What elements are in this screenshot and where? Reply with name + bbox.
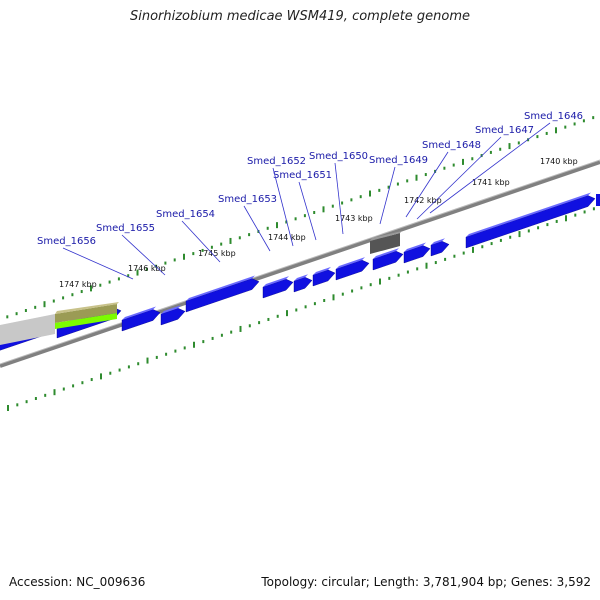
gene-arrow — [160, 308, 186, 326]
genome-title: Sinorhizobium medicae WSM419, complete g… — [129, 9, 471, 24]
gene-label: Smed_1649 — [369, 155, 428, 166]
gene-label: Smed_1655 — [96, 223, 155, 234]
gene-arrow — [262, 278, 294, 299]
gene-block-dark-top — [370, 231, 402, 241]
topology-text: Topology: circular; Length: 3,781,904 bp… — [261, 575, 591, 589]
kbp-label: 1741 kbp — [472, 178, 510, 187]
gene-arrow-top — [294, 274, 308, 281]
accession-text: Accession: NC_009636 — [9, 575, 146, 589]
gene-block-olive-top — [55, 302, 119, 314]
gene-arrow — [596, 194, 600, 206]
gene-arrow-top — [466, 192, 591, 237]
kbp-label: 1747 kbp — [59, 280, 97, 289]
gene-arrow-top — [186, 275, 255, 301]
gene-arrow-top — [404, 242, 426, 252]
kbp-label: 1743 kbp — [335, 214, 373, 223]
gene-leader-line — [416, 136, 502, 220]
gene-arrow — [465, 195, 596, 249]
gene-label: Smed_1651 — [273, 170, 332, 181]
gene-arrow — [312, 269, 336, 287]
gene-leader-line — [298, 181, 317, 241]
kbp-label: 1746 kbp — [128, 264, 166, 273]
gene-leader-line — [243, 205, 271, 252]
gene-leader-line — [334, 162, 344, 235]
kbp-label: 1745 kbp — [198, 249, 236, 258]
gene-arrow-top — [373, 248, 399, 259]
gene-arrow — [372, 250, 404, 271]
gene-leader-line — [429, 122, 551, 214]
gene-arrow-top — [161, 305, 181, 314]
gene-arrow-top — [431, 238, 445, 245]
gene-arrow — [185, 278, 260, 313]
gene-leader-line — [62, 247, 134, 280]
gene-block-olive — [55, 304, 117, 323]
gene-arrow — [403, 245, 431, 264]
gene-arrow-top — [313, 266, 331, 275]
gene-block-green — [55, 313, 117, 329]
gene-leader-line — [379, 166, 396, 225]
gene-label: Smed_1647 — [475, 125, 534, 136]
gene-block-grey — [0, 314, 55, 345]
gene-leader-line — [121, 234, 166, 276]
gene-label: Smed_1654 — [156, 209, 215, 220]
gene-label: Smed_1646 — [524, 111, 583, 122]
genome-backbone — [0, 160, 600, 368]
gene-arrow-top — [122, 306, 156, 320]
kbp-label: 1742 kbp — [404, 196, 442, 205]
gene-leader-line — [405, 151, 449, 218]
gene-arrow-top — [336, 257, 365, 269]
gene-leader-line — [272, 167, 294, 247]
genome-backbone-highlight — [0, 159, 600, 365]
kbp-label: 1740 kbp — [540, 157, 578, 166]
gene-label: Smed_1652 — [247, 156, 306, 167]
kbp-label: 1744 kbp — [268, 233, 306, 242]
gene-label: Smed_1653 — [218, 194, 277, 205]
gene-label: Smed_1648 — [422, 140, 481, 151]
gene-leader-line — [181, 220, 221, 263]
gene-label: Smed_1650 — [309, 151, 368, 162]
gene-arrow — [121, 309, 161, 332]
gene-label: Smed_1656 — [37, 236, 96, 247]
gene-arrow-top — [263, 276, 289, 287]
gene-block-dark — [370, 233, 400, 254]
